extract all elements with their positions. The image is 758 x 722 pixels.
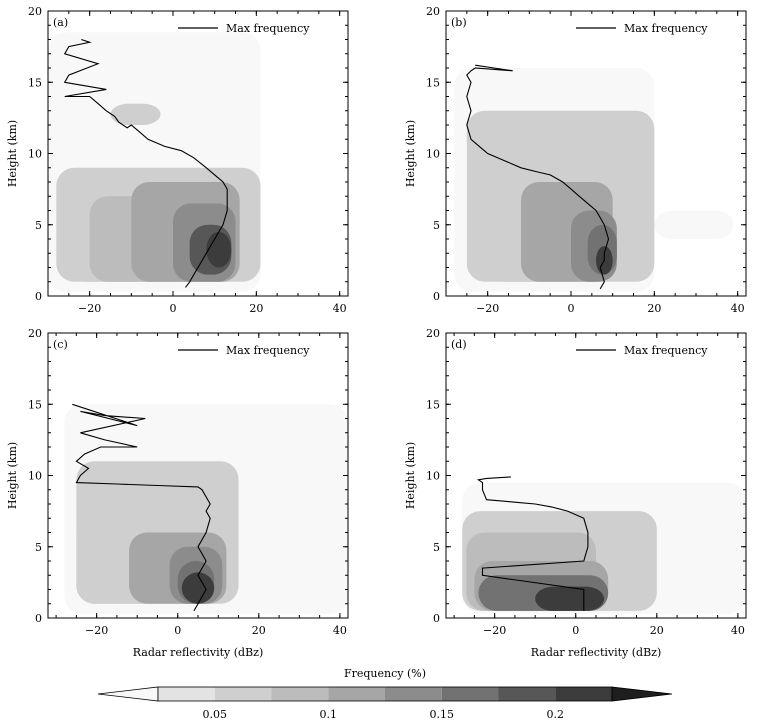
y-tick-label: 10	[28, 470, 42, 483]
y-tick-label: 20	[426, 5, 440, 18]
legend-label: Max frequency	[226, 22, 310, 35]
y-tick-label: 20	[28, 327, 42, 340]
panel-label: (a)	[53, 16, 68, 29]
panel-4: −20 0 20 40 0 5 10 15 20 Height (km) Radar reflect…	[404, 327, 747, 659]
frequency-region	[181, 572, 215, 604]
y-tick-label: 20	[28, 5, 42, 18]
legend-label: Max frequency	[226, 344, 310, 357]
x-tick-label: 40	[333, 302, 347, 315]
colorbar: 0.05 0.1 0.15 0.2 Frequency (%)	[97, 667, 673, 721]
colorbar-title: Frequency (%)	[344, 667, 426, 680]
colorbar-segment	[214, 687, 272, 701]
colorbar-tick-label: 0.2	[547, 708, 565, 721]
x-tick-label: 40	[731, 302, 745, 315]
y-tick-label: 15	[426, 398, 440, 411]
x-tick-label: 20	[249, 302, 263, 315]
colorbar-segment	[97, 686, 159, 702]
colorbar-segment	[385, 687, 442, 701]
frequency-region	[535, 586, 605, 611]
x-tick-label: 20	[647, 302, 661, 315]
frequency-region	[110, 103, 161, 125]
y-tick-label: 15	[426, 76, 440, 89]
x-tick-label: 40	[333, 624, 347, 637]
y-tick-label: 5	[433, 541, 440, 554]
y-axis-label: Height (km)	[404, 442, 417, 509]
x-tick-label: −20	[476, 302, 499, 315]
panel-label: (d)	[451, 338, 467, 351]
frequency-field	[64, 404, 348, 614]
frequency-field	[48, 32, 261, 292]
x-axis-label: Radar reflectivity (dBz)	[531, 646, 662, 659]
legend-label: Max frequency	[624, 344, 708, 357]
panel-3: −20 0 20 40 0 5 10 15 20 Height (km) Radar reflect…	[6, 327, 349, 659]
colorbar-segment	[158, 687, 215, 701]
frequency-field	[462, 482, 746, 614]
y-tick-label: 5	[35, 541, 42, 554]
panel-1: −20 0 20 40 0 5 10 15 20 Height (km) (a) Max freque…	[6, 5, 349, 315]
x-tick-label: 20	[650, 624, 664, 637]
x-tick-label: 0	[572, 624, 579, 637]
colorbar-tick-label: 0.15	[430, 708, 455, 721]
y-tick-label: 0	[433, 290, 440, 303]
x-tick-label: −20	[78, 302, 101, 315]
colorbar-segment	[498, 687, 556, 701]
x-tick-label: 0	[174, 624, 181, 637]
colorbar-tick-label: 0.1	[320, 708, 338, 721]
max-frequency-line	[476, 476, 589, 611]
max-frequency-line	[63, 38, 228, 288]
colorbar-tick-label: 0.05	[203, 708, 228, 721]
colorbar-segment	[555, 687, 612, 701]
y-tick-label: 10	[426, 470, 440, 483]
frequency-region	[654, 210, 734, 239]
y-tick-label: 15	[28, 76, 42, 89]
x-tick-label: 0	[170, 302, 177, 315]
x-tick-label: 0	[568, 302, 575, 315]
colorbar-frame	[157, 686, 613, 702]
y-axis-label: Height (km)	[6, 120, 19, 187]
frequency-region	[206, 231, 232, 268]
y-tick-label: 5	[433, 219, 440, 232]
y-tick-label: 15	[28, 398, 42, 411]
panel-2: −20 0 20 40 0 5 10 15 20 Height (km) (b) Max freque…	[404, 5, 747, 315]
colorbar-segment	[611, 686, 673, 702]
x-axis-label: Radar reflectivity (dBz)	[133, 646, 264, 659]
colorbar-segment	[328, 687, 385, 701]
y-axis-label: Height (km)	[404, 120, 417, 187]
frequency-field	[454, 68, 734, 292]
x-tick-label: −20	[483, 624, 506, 637]
max-frequency-line	[466, 64, 610, 290]
y-tick-label: 20	[426, 327, 440, 340]
panel-label: (b)	[451, 16, 467, 29]
max-frequency-line	[72, 403, 211, 612]
colorbar-segment	[271, 687, 329, 701]
x-tick-label: −20	[85, 624, 108, 637]
legend-label: Max frequency	[624, 22, 708, 35]
y-tick-label: 10	[426, 148, 440, 161]
y-tick-label: 0	[35, 612, 42, 625]
panel-label: (c)	[53, 338, 68, 351]
x-tick-label: 20	[252, 624, 266, 637]
y-tick-label: 10	[28, 148, 42, 161]
y-tick-label: 5	[35, 219, 42, 232]
y-tick-label: 0	[433, 612, 440, 625]
y-tick-label: 0	[35, 290, 42, 303]
y-axis-label: Height (km)	[6, 442, 19, 509]
x-tick-label: 40	[731, 624, 745, 637]
colorbar-segment	[441, 687, 499, 701]
